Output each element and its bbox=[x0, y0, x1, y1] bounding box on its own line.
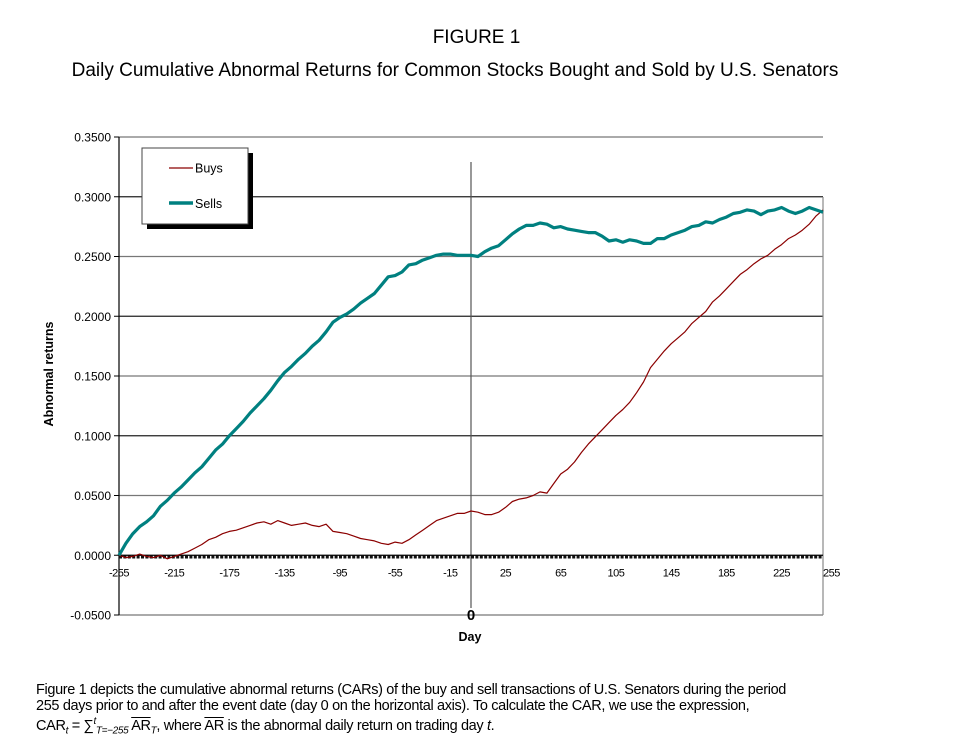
x-tick-label: 255 bbox=[823, 567, 840, 579]
x-axis-label: Day bbox=[459, 630, 482, 644]
y-tick-label: 0.3500 bbox=[74, 131, 111, 145]
y-tick-label: 0.1500 bbox=[74, 370, 111, 384]
event-day-marker-label: 0 bbox=[467, 607, 475, 624]
caption-line-2: 255 days prior to and after the event da… bbox=[36, 698, 750, 714]
formula-t: t bbox=[486, 717, 491, 734]
y-axis: 0.3500 0.3000 0.2500 0.2000 0.1500 0.1000 0.05… bbox=[70, 131, 824, 623]
x-tick-label: -215 bbox=[164, 567, 184, 579]
legend-box bbox=[141, 147, 249, 225]
y-tick-label: 0.3000 bbox=[74, 190, 111, 204]
formula-sum-sup: t bbox=[93, 716, 96, 727]
formula-rest-2: is the abnormal daily return on trading … bbox=[223, 717, 487, 734]
x-tick-label: 25 bbox=[500, 567, 512, 579]
caption-line-1: Figure 1 depicts the cumulative abnormal… bbox=[36, 682, 787, 698]
series-line-buys bbox=[118, 209, 824, 560]
x-tick-label: 105 bbox=[608, 567, 625, 579]
y-tick-label: 0.2000 bbox=[74, 310, 111, 324]
x-tick-label: 185 bbox=[718, 567, 735, 579]
legend: Buys Sells bbox=[141, 147, 253, 229]
chart: 0.3500 0.3000 0.2500 0.2000 0.1500 0.1000 0.05… bbox=[42, 131, 841, 645]
formula-eq: = ∑ bbox=[68, 717, 94, 734]
x-tick-label: -15 bbox=[443, 567, 458, 579]
formula-term: AR bbox=[131, 717, 151, 734]
x-tick-label: 145 bbox=[663, 567, 680, 579]
y-axis-label: Abnormal returns bbox=[42, 322, 56, 427]
x-tick-label: -55 bbox=[388, 567, 403, 579]
series-layer bbox=[117, 205, 824, 560]
legend-label-sells: Sells bbox=[195, 197, 222, 211]
formula-ar: AR bbox=[204, 717, 224, 734]
formula-rest-1: , where bbox=[156, 717, 205, 734]
y-tick-label: 0.0500 bbox=[74, 489, 111, 503]
x-axis: -255 -215 -175 -135 -95 -55 -15 25 65 105 145 185 22… bbox=[109, 554, 841, 579]
figure-label: FIGURE 1 bbox=[432, 27, 521, 48]
x-tick-label: -95 bbox=[333, 567, 348, 579]
legend-label-buys: Buys bbox=[195, 162, 223, 176]
y-tick-label: 0.2500 bbox=[74, 250, 111, 264]
y-tick-label: 0.1000 bbox=[74, 429, 111, 443]
figure-title: Daily Cumulative Abnormal Returns for Co… bbox=[71, 60, 839, 81]
formula-end: . bbox=[490, 717, 495, 734]
y-tick-label: -0.0500 bbox=[70, 609, 111, 623]
figure-caption: Figure 1 depicts the cumulative abnormal… bbox=[36, 682, 886, 740]
y-tick-label: 0.0000 bbox=[74, 549, 111, 563]
formula-sum-sub: T=−255 bbox=[95, 725, 129, 737]
x-tick-label: 225 bbox=[773, 567, 790, 579]
x-tick-label: -255 bbox=[109, 567, 129, 579]
x-tick-label: 65 bbox=[555, 567, 567, 579]
formula-lhs-sub: t bbox=[65, 725, 69, 737]
x-tick-label: -135 bbox=[275, 567, 295, 579]
caption-formula-line: CARt = ∑tT=−255 ART, where AR is the abn… bbox=[36, 714, 886, 740]
formula-lhs: CAR bbox=[36, 717, 66, 734]
x-tick-label: -175 bbox=[219, 567, 239, 579]
formula-term-sub: T bbox=[150, 725, 157, 737]
